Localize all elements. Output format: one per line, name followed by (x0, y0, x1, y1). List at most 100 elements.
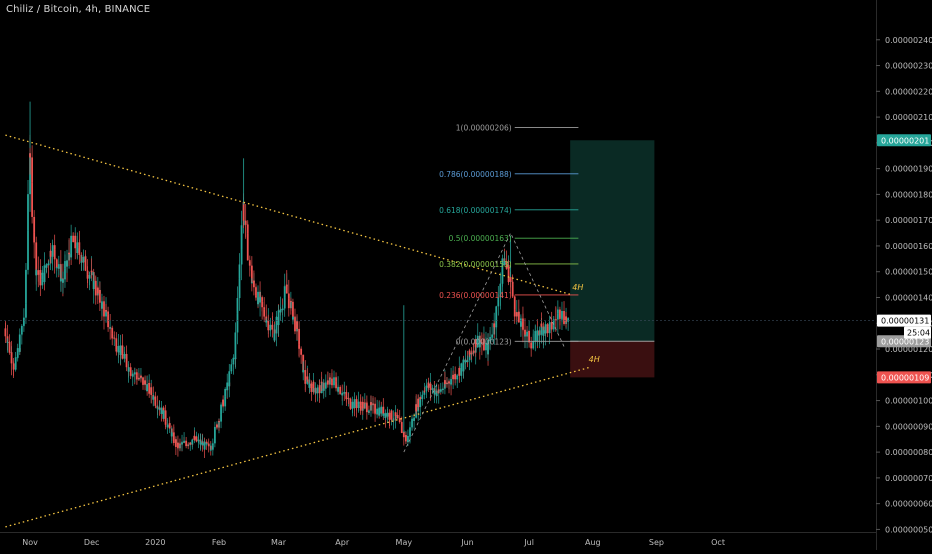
candle-body (203, 441, 206, 450)
candle-body (289, 300, 292, 302)
candle-body (35, 242, 38, 276)
candle-body (27, 194, 29, 231)
candle-body (164, 421, 167, 425)
candle-body (439, 389, 442, 392)
candle-body (127, 367, 130, 372)
price-axis-label: 0.00000220 (885, 87, 932, 96)
candle-body (441, 388, 444, 390)
candle-body (238, 278, 241, 299)
candle-body (480, 342, 483, 344)
candle-body (337, 386, 340, 392)
candle-body (193, 435, 196, 440)
interval-label[interactable]: 4h (85, 4, 98, 15)
candle-body (213, 426, 216, 439)
candle-body (326, 380, 329, 385)
candle-body (427, 382, 430, 388)
candle-body (234, 332, 237, 360)
candle-body (146, 384, 149, 392)
candle-body (565, 316, 567, 322)
stop-zone[interactable] (570, 341, 655, 378)
candle-body (248, 261, 251, 266)
candle-body (454, 373, 457, 380)
candle-body (347, 397, 350, 399)
price-axis-label: 0.00000170 (885, 216, 932, 225)
price-tags[interactable]: 0.00000201 0.00000131 0.00000123 0.00000109… (877, 134, 931, 384)
current-price-tag[interactable] (877, 314, 931, 327)
candle-body (394, 412, 397, 417)
candle-body (98, 289, 101, 303)
candle-body (546, 326, 549, 334)
candle-body (554, 319, 557, 321)
candle-body (497, 297, 500, 300)
candle-body (392, 419, 395, 421)
candle-body (14, 357, 17, 368)
candle-body (250, 265, 253, 284)
candle-body (222, 399, 225, 407)
candle-body (29, 153, 31, 158)
candle-body (296, 321, 298, 329)
time-axis-label: Nov (22, 538, 38, 547)
symbol-name[interactable]: Chiliz / Bitcoin (6, 4, 79, 15)
price-axis-label: 0.00000120 (885, 345, 932, 354)
candle-body (84, 256, 87, 271)
candle-body (386, 412, 389, 417)
candle-body (404, 435, 407, 442)
candle-body (302, 370, 305, 373)
stop-price-tag[interactable] (877, 371, 931, 384)
candle-body (154, 404, 157, 406)
candle-body (308, 383, 311, 388)
candle-body (437, 389, 440, 391)
candle-body (228, 371, 231, 387)
candle-body (519, 318, 522, 327)
candle-body (292, 301, 294, 320)
candle-body (515, 312, 518, 317)
header-separator-2: , (98, 4, 105, 15)
candle-body (493, 323, 496, 328)
candle-body (152, 396, 155, 400)
candle-body (191, 439, 194, 445)
candle-body (45, 264, 48, 268)
candle-body (277, 310, 280, 326)
time-axis-label: Apr (335, 538, 350, 547)
candle-body (333, 377, 335, 381)
candle-body (556, 309, 559, 314)
candle-body (230, 364, 233, 370)
candle-body (125, 359, 128, 368)
candle-body (55, 267, 58, 269)
candle-body (522, 321, 524, 330)
candle-body (224, 396, 227, 407)
candle-body (353, 399, 356, 409)
candle-body (534, 331, 537, 334)
candle-body (8, 342, 11, 353)
target-zone[interactable] (570, 140, 655, 342)
candle-body (53, 245, 56, 250)
candle-body (90, 270, 93, 273)
time-axis[interactable]: Nov Dec 2020 Feb Mar Apr May Jun Jul Aug Sep Oct (22, 538, 725, 547)
candle-body (164, 410, 167, 422)
fib-level-label: 1(0.00000206) (456, 123, 512, 132)
candle-body (314, 392, 317, 394)
candle-body (324, 382, 327, 384)
price-axis-label: 0.00000080 (885, 448, 932, 457)
price-axis-label: 0.00000190 (885, 165, 932, 174)
candle-body (105, 310, 107, 317)
candle-body (68, 252, 70, 255)
candle-body (433, 390, 436, 395)
fib-level-label: 0.786(0.00000188) (439, 170, 512, 179)
candle-body (199, 441, 202, 445)
candle-body (129, 374, 132, 376)
descending-resistance-trendline[interactable] (5, 134, 573, 296)
candle-body (174, 439, 177, 447)
chart-header: Chiliz / Bitcoin, 4h, BINANCE (6, 4, 150, 15)
candle-body (536, 330, 539, 342)
candle-body (478, 342, 481, 348)
candle-body (209, 449, 212, 451)
candle-body (259, 297, 261, 303)
candle-body (35, 270, 38, 276)
target-price-tag-label: 0.00000201 (881, 136, 929, 145)
target-price-tag[interactable] (877, 134, 931, 147)
candle-body (78, 245, 81, 255)
fib-retracement[interactable]: 1(0.00000206) 0.786(0.00000188) 0.618(0.00… (403, 123, 579, 453)
